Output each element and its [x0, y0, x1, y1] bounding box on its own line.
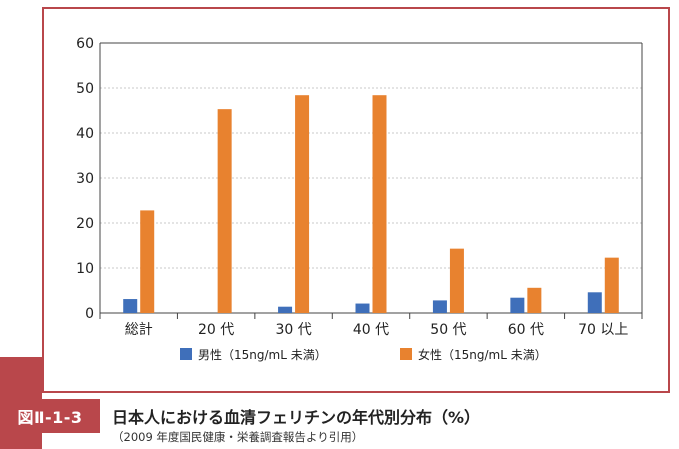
legend-label: 女性（15ng/mL 未満）: [418, 347, 547, 362]
bar: [278, 306, 293, 313]
bar: [527, 287, 542, 313]
y-tick-label: 40: [76, 126, 94, 142]
x-tick-label: 70 以上: [578, 322, 628, 338]
y-tick-label: 10: [76, 261, 94, 277]
bar: [123, 299, 138, 313]
bar: [355, 303, 370, 313]
x-tick-label: 60 代: [508, 322, 544, 338]
bar: [217, 109, 232, 314]
bar-layer: [123, 95, 619, 314]
y-tick-label: 50: [76, 81, 94, 97]
legend: 男性（15ng/mL 未満） 女性（15ng/mL 未満）: [180, 347, 547, 362]
figure-label: 図Ⅱ-1-3: [0, 399, 100, 433]
x-tick-label: 20 代: [198, 322, 234, 338]
y-tick-label: 20: [76, 216, 94, 232]
bar: [140, 210, 155, 313]
x-tick-label: 30 代: [275, 322, 311, 338]
bar: [432, 300, 447, 313]
bar: [372, 95, 387, 313]
bar: [604, 257, 619, 313]
figure-title: 日本人における血清フェリチンの年代別分布（%）: [112, 408, 481, 427]
bar: [449, 248, 464, 313]
bar: [587, 292, 602, 313]
x-tick-label: 総計: [125, 322, 153, 338]
y-tick-label: 30: [76, 171, 94, 187]
y-tick-label: 60: [76, 36, 94, 52]
grid-layer: [100, 42, 642, 269]
axis-layer: 0 10 20 30 40 50 60 総計 20 代 30 代 40 代 50 代 60 代 70 以上: [76, 36, 643, 338]
legend-swatch: [400, 348, 412, 360]
figure-source: （2009 年度国民健康・栄養調査報告より引用）: [112, 430, 364, 444]
x-tick-label: 40 代: [353, 322, 389, 338]
bar: [295, 95, 310, 313]
legend-swatch: [180, 348, 192, 360]
x-tick-label: 50 代: [430, 322, 466, 338]
y-tick-label: 0: [85, 306, 94, 322]
bar: [510, 297, 525, 313]
legend-label: 男性（15ng/mL 未満）: [198, 348, 327, 362]
chart-frame: [42, 7, 670, 393]
